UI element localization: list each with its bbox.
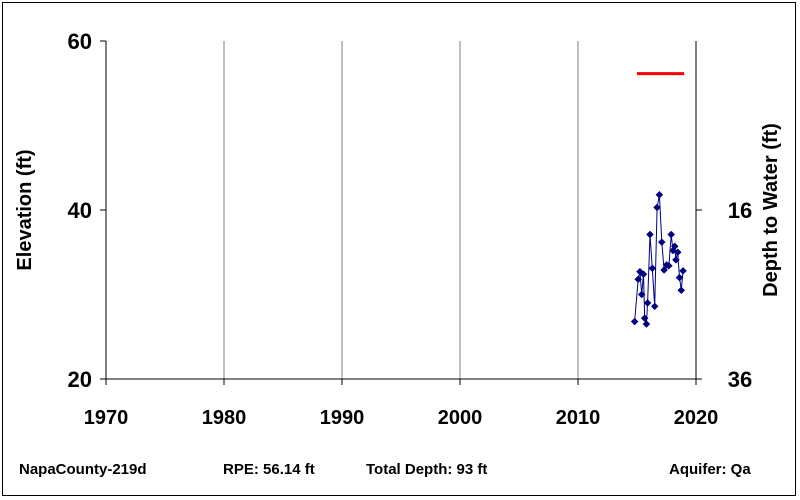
- data-point: [630, 317, 639, 326]
- data-point: [665, 261, 673, 270]
- x-tick-label: 1980: [202, 407, 247, 429]
- data-point: [655, 190, 664, 199]
- data-point: [646, 230, 654, 239]
- y-tick-label: 20: [68, 367, 92, 392]
- data-point: [672, 256, 680, 264]
- data-point: [648, 264, 657, 273]
- y-tick-label: 40: [68, 198, 92, 223]
- data-point: [660, 266, 668, 274]
- x-tick-label: 2020: [674, 407, 719, 429]
- data-point: [639, 270, 648, 279]
- data-point: [640, 314, 649, 323]
- data-point: [653, 203, 661, 212]
- x-tick-label: 1990: [320, 407, 365, 429]
- data-point: [677, 286, 686, 295]
- aquifer-label: Aquifer: Qa: [669, 461, 751, 478]
- data-point: [637, 290, 646, 299]
- y2-tick-label: 36: [728, 367, 752, 392]
- data-point: [657, 238, 666, 246]
- x-tick-label: 2000: [438, 407, 483, 429]
- data-point: [679, 266, 687, 275]
- y2-tick-label: 16: [728, 198, 752, 223]
- data-point: [670, 242, 679, 251]
- data-point: [667, 230, 676, 239]
- chart: 1970 1980 1990 2000 2010 20202040603616Elevat…: [14, 29, 782, 429]
- data-point: [673, 248, 682, 257]
- data-point: [634, 275, 643, 284]
- data-point: [642, 320, 651, 328]
- total-depth-label: Total Depth: 93 ft: [366, 461, 488, 478]
- data-point: [643, 299, 652, 307]
- data-point: [650, 302, 659, 311]
- y-axis-title: Elevation (ft): [14, 149, 36, 270]
- y-tick-label: 60: [68, 29, 92, 54]
- y2-axis-title: Depth to Water (ft): [760, 123, 782, 297]
- well-name-label: NapaCounty-219d: [19, 461, 147, 478]
- rpe-label: RPE: 56.14 ft: [223, 461, 315, 478]
- x-tick-label: 1970: [84, 407, 129, 429]
- x-tick-label: 2010: [556, 407, 601, 429]
- data-point: [675, 273, 684, 282]
